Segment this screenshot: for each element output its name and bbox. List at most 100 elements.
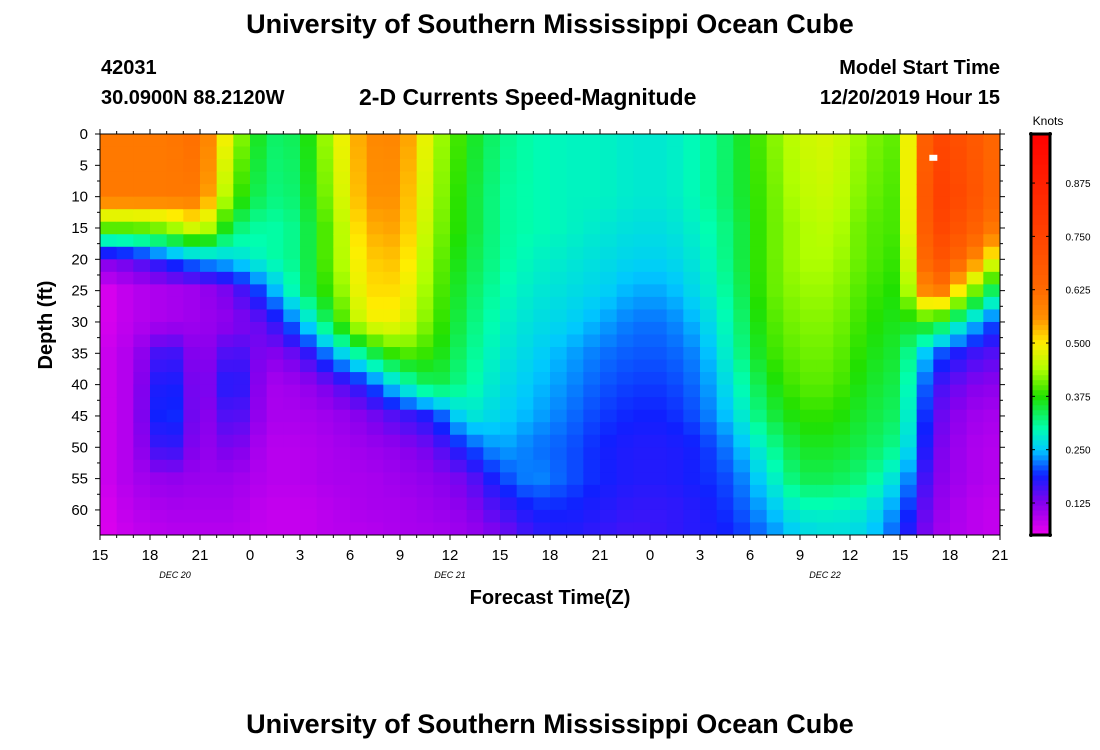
heatmap-cell <box>650 146 668 160</box>
heatmap-cell <box>316 334 334 348</box>
heatmap-cell <box>233 347 251 361</box>
heatmap-cell <box>516 409 534 423</box>
heatmap-cell <box>200 434 218 448</box>
heatmap-cell <box>500 171 518 185</box>
heatmap-cell <box>850 409 868 423</box>
heatmap-cell <box>833 296 851 311</box>
heatmap-cell <box>500 234 518 248</box>
heatmap-cell <box>883 509 901 524</box>
heatmap-cell <box>850 372 868 386</box>
heatmap-cell <box>783 522 801 535</box>
heatmap-cell <box>283 321 301 336</box>
heatmap-cell <box>200 422 218 436</box>
heatmap-cell <box>933 196 951 210</box>
heatmap-cell <box>500 409 518 423</box>
heatmap-cell <box>350 359 368 373</box>
heatmap-cell <box>266 284 284 298</box>
heatmap-cell <box>616 221 634 235</box>
heatmap-cell <box>633 422 651 436</box>
heatmap-cell <box>850 359 868 373</box>
heatmap-cell <box>900 234 918 248</box>
colorbar-swatch <box>1031 254 1050 260</box>
heatmap-cell <box>966 334 984 348</box>
heatmap-cell <box>266 171 284 185</box>
heatmap-cell <box>350 284 368 298</box>
heatmap-cell <box>250 321 268 336</box>
heatmap-cell <box>466 259 484 273</box>
heatmap-cell <box>466 321 484 336</box>
heatmap-cell <box>816 497 834 511</box>
heatmap-cell <box>733 246 751 260</box>
station-id: 42031 <box>101 57 157 79</box>
heatmap-cell <box>383 146 401 160</box>
heatmap-cell <box>633 497 651 511</box>
heatmap-cell <box>183 459 201 473</box>
heatmap-cell <box>366 422 384 436</box>
heatmap-cell <box>233 146 251 160</box>
heatmap-cell <box>350 484 368 499</box>
heatmap-cell <box>583 246 601 260</box>
x-tick-label: 3 <box>696 547 704 564</box>
heatmap-cell <box>966 372 984 386</box>
heatmap-cell <box>450 296 468 311</box>
heatmap-cell <box>466 434 484 448</box>
heatmap-cell <box>850 472 868 486</box>
heatmap-cell <box>333 347 351 361</box>
heatmap-cell <box>316 296 334 311</box>
colorbar-swatch <box>1031 179 1050 185</box>
heatmap-cell <box>700 234 718 248</box>
heatmap-cell <box>433 372 451 386</box>
heatmap-cell <box>350 296 368 311</box>
heatmap-cell <box>683 484 701 499</box>
heatmap-cell <box>150 146 168 160</box>
heatmap-cell <box>500 321 518 336</box>
heatmap-cell <box>833 472 851 486</box>
heatmap-cell <box>600 372 618 386</box>
heatmap-cell <box>850 497 868 511</box>
heatmap-cell <box>600 271 618 285</box>
heatmap-cell <box>650 159 668 173</box>
heatmap-cell <box>133 146 151 160</box>
heatmap-cell <box>400 497 418 511</box>
heatmap-cell <box>466 484 484 499</box>
heatmap-cell <box>133 472 151 486</box>
heatmap-cell <box>383 209 401 223</box>
heatmap-cell <box>900 384 918 398</box>
heatmap-cell <box>716 309 734 323</box>
heatmap-cell <box>333 146 351 160</box>
heatmap-cell <box>483 384 501 398</box>
heatmap-cell <box>850 484 868 499</box>
heatmap-cell <box>833 146 851 160</box>
heatmap-cell <box>233 171 251 185</box>
heatmap-cells <box>100 134 1000 535</box>
heatmap-cell <box>966 409 984 423</box>
heatmap-cell <box>250 221 268 235</box>
heatmap-cell <box>983 184 1000 198</box>
colorbar-swatch <box>1031 404 1050 411</box>
heatmap-cell <box>516 321 534 336</box>
heatmap-cell <box>666 347 684 361</box>
heatmap-cell <box>616 434 634 448</box>
heatmap-cell <box>433 347 451 361</box>
footer-title: University of Southern Mississippi Ocean… <box>246 709 854 739</box>
heatmap-cell <box>616 246 634 260</box>
heatmap-cell <box>900 372 918 386</box>
heatmap-cell <box>900 271 918 285</box>
heatmap-cell <box>983 309 1000 323</box>
heatmap-cell <box>383 134 401 148</box>
heatmap-cell <box>166 284 184 298</box>
heatmap-cell <box>233 472 251 486</box>
heatmap-cell <box>516 522 534 535</box>
y-tick-label: 10 <box>71 189 88 206</box>
heatmap-cell <box>366 196 384 210</box>
heatmap-cell <box>583 196 601 210</box>
heatmap-cell <box>100 384 118 398</box>
model-start-label: Model Start Time <box>839 57 1000 79</box>
heatmap-cell <box>150 422 168 436</box>
heatmap-cell <box>700 434 718 448</box>
colorbar-swatch <box>1031 339 1050 346</box>
heatmap-cell <box>850 509 868 524</box>
colorbar-swatch <box>1031 514 1050 521</box>
heatmap-cell <box>200 259 218 273</box>
heatmap-cell <box>566 171 584 185</box>
